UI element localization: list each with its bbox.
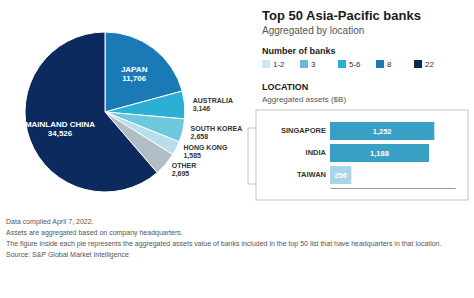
slice-label: HONG KONG [183,144,228,151]
data-label: 2,658 [191,133,209,141]
slice-label: MAINLAND CHINA [25,120,95,129]
text-line: Data compiled April 7, 2022. [6,218,94,226]
x-axis-line [331,188,456,189]
data-label: 34,526 [48,129,73,138]
legend-swatch [338,60,346,68]
pie: JAPAN11,706 AUSTRALIA3,146 SOUTH KOREA2,65… [25,32,242,192]
legend-swatch [414,60,422,68]
y-tick: INDIA [306,148,327,157]
y-tick: TAIWAN [297,170,326,179]
footnote: Assets are aggregated based on company h… [6,229,183,237]
data-label: 1,585 [183,152,201,160]
legend-swatch [376,60,384,68]
legend: 1-2 3 5-6 8 22 [262,60,434,69]
slice-label: AUSTRALIA [193,97,233,104]
chart-subtitle: Aggregated assets ($B) [262,95,346,104]
bar [330,144,429,162]
legend-title: Number of banks [262,46,336,56]
data-label: 2,695 [172,170,190,178]
y-tick: SINGAPORE [281,126,326,135]
y-tick-label: TAIWAN [297,170,326,179]
bars [330,122,434,184]
legend-entry: 22 [425,60,434,69]
text-line: The figure inside each pie represents th… [6,240,442,248]
data-labels: 1,252 1,188 256 [334,127,391,180]
data-label: 256 [334,171,347,180]
bar [330,166,351,184]
legend-swatch [262,60,270,68]
legend-entry: 1-2 [273,60,285,69]
footnote: The figure inside each pie represents th… [6,240,442,248]
group-box [256,110,468,200]
y-tick-label: INDIA [306,148,327,157]
slice-label: OTHER [172,162,197,169]
legend-entry: 5-6 [349,60,361,69]
data-label: 11,706 [122,74,147,83]
data-label: 3,146 [193,105,211,113]
connector-line [248,128,256,184]
connector [248,128,256,184]
data-label: 1,252 [373,127,392,136]
pie-slice [25,32,157,192]
slice-label: JAPAN [121,65,148,74]
title: Top 50 Asia-Pacific banks [262,8,421,23]
legend-entry: 3 [311,60,316,69]
legend-swatch [300,60,308,68]
data-label: 1,188 [370,149,389,158]
subtitle: Aggregated by location [262,25,364,36]
footnote: Source: S&P Global Market Intelligence [6,251,129,259]
text-line: Assets are aggregated based on company h… [6,229,183,237]
y-tick-label: SINGAPORE [281,126,326,135]
text-line: Source: S&P Global Market Intelligence [6,251,129,259]
bar [330,122,434,140]
y-axis: SINGAPORE INDIA TAIWAN [281,126,327,179]
x-axis [331,188,456,189]
chart-title: LOCATION [262,82,308,92]
legend-entry: 8 [387,60,392,69]
chart-root: JAPAN11,706 AUSTRALIA3,146 SOUTH KOREA2,65… [0,0,474,298]
slice-label: SOUTH KOREA [191,125,243,132]
footnote: Data compiled April 7, 2022. [6,218,94,226]
